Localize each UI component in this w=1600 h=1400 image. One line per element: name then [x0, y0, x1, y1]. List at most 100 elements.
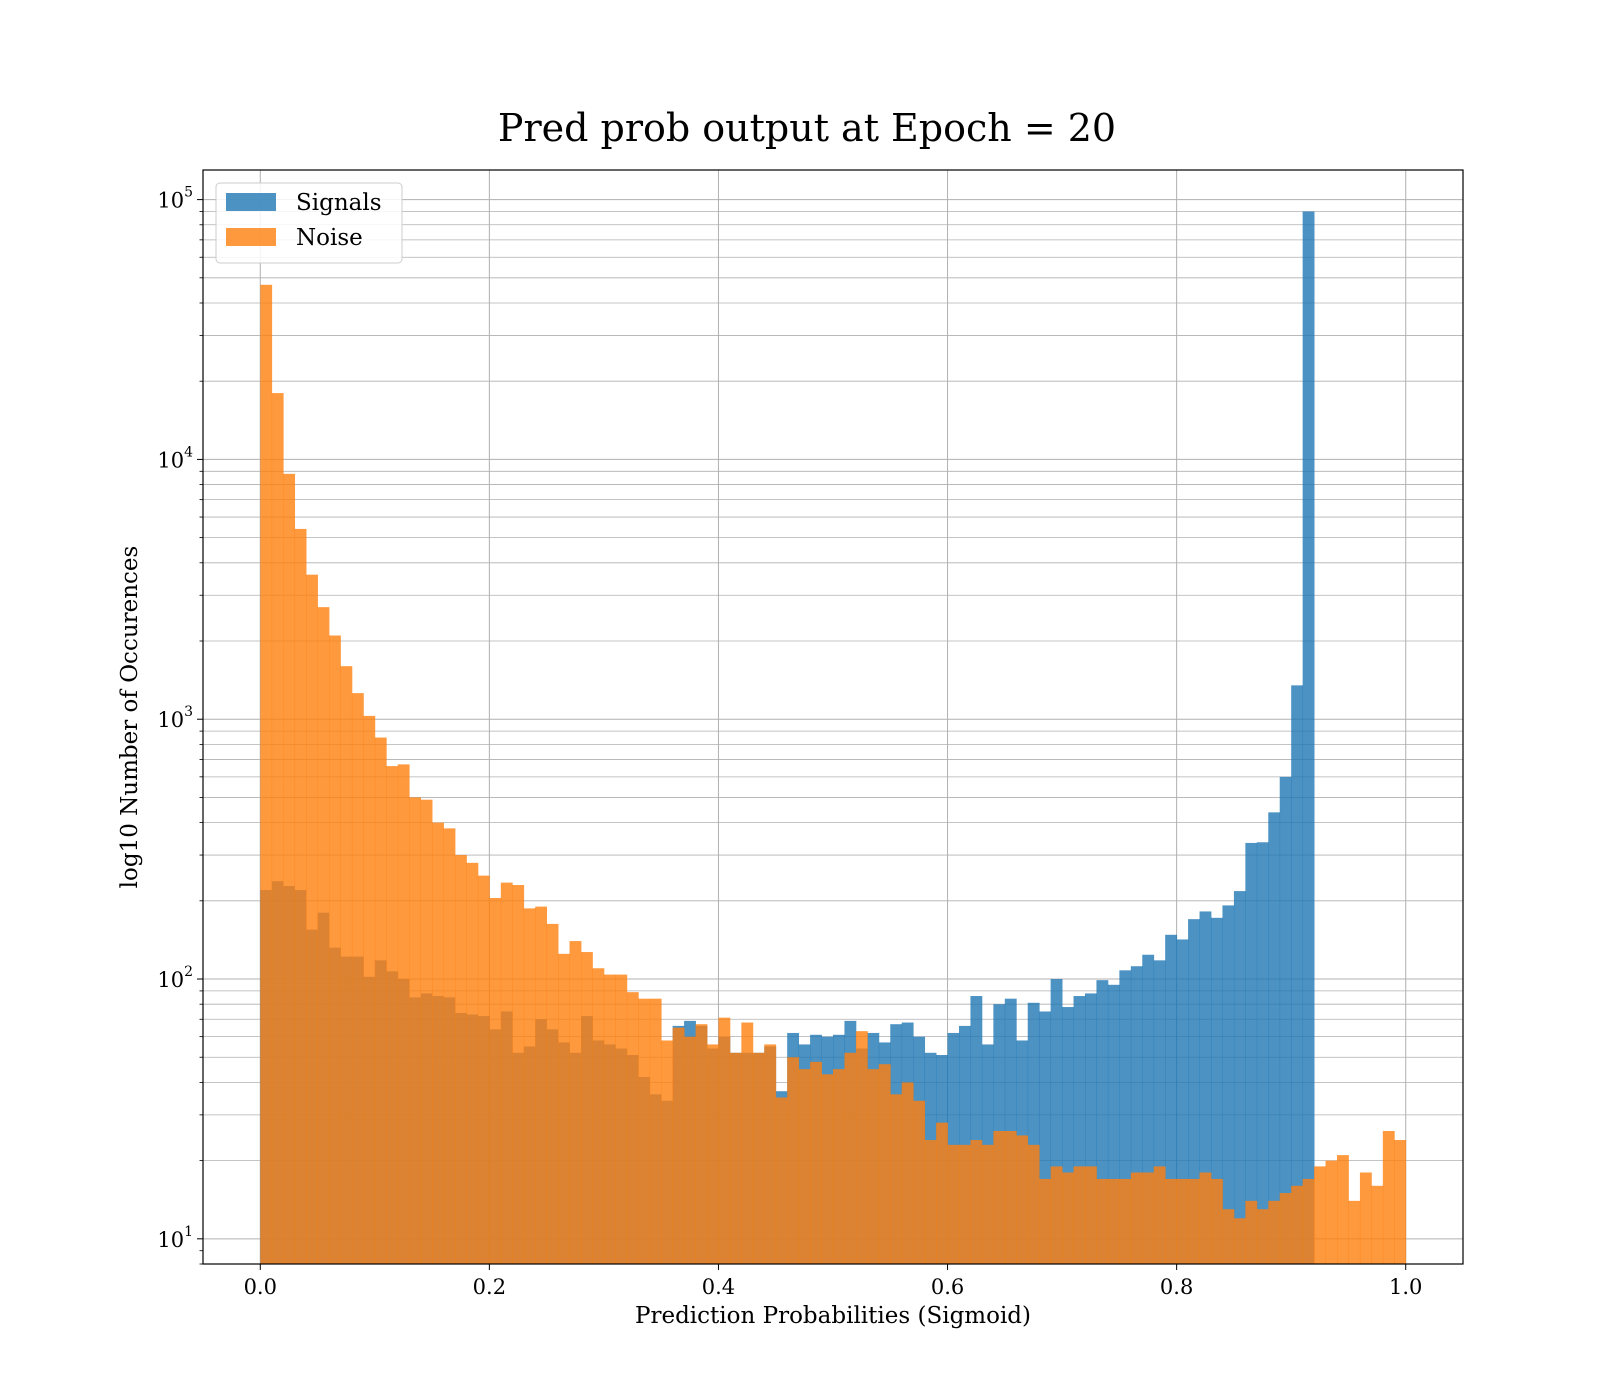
noise-bar [1050, 1166, 1063, 1264]
x-tick-label: 0.4 [702, 1275, 735, 1299]
noise-bar [672, 1027, 685, 1264]
noise-bar [775, 1097, 788, 1264]
noise-bar [741, 1022, 754, 1264]
noise-bar [1382, 1131, 1395, 1264]
noise-bar [924, 1140, 937, 1264]
noise-bar [855, 1031, 868, 1264]
noise-bar [890, 1094, 903, 1264]
noise-bar [1119, 1178, 1132, 1264]
noise-bar [810, 1061, 822, 1264]
noise-bar [959, 1144, 971, 1264]
noise-bar [626, 992, 639, 1264]
y-tick-label: 104 [157, 444, 193, 472]
noise-bar [752, 1052, 765, 1264]
noise-bar [1337, 1155, 1349, 1264]
noise-bar [1245, 1200, 1258, 1264]
noise-bar [306, 574, 318, 1264]
noise-bar [466, 862, 479, 1264]
noise-bar [592, 968, 605, 1264]
noise-bar [329, 635, 341, 1264]
x-axis-ticks: 0.0 0.2 0.4 0.6 0.8 1.0 [244, 1264, 1422, 1299]
y-tick-label: 101 [157, 1224, 193, 1252]
legend-label-noise: Noise [296, 225, 363, 251]
noise-bar [1142, 1172, 1155, 1264]
noise-bar [981, 1144, 994, 1264]
noise-bar [340, 666, 353, 1264]
noise-bar [1211, 1178, 1223, 1264]
y-axis-label: log10 Number of Occurences [117, 546, 143, 889]
y-tick-label: 103 [157, 704, 193, 732]
noise-bar [649, 998, 662, 1264]
x-tick-label: 0.8 [1160, 1275, 1193, 1299]
noise-bar [455, 855, 467, 1264]
noise-bar [443, 828, 456, 1264]
noise-bar [993, 1131, 1006, 1264]
noise-bar [1371, 1185, 1384, 1264]
noise-bar [581, 952, 593, 1264]
y-axis-ticks: 101 102 103 104 105 [157, 185, 203, 1265]
noise-bar [1394, 1140, 1407, 1264]
signals-bar [1142, 954, 1155, 1264]
noise-bar [1039, 1178, 1052, 1264]
noise-bar [477, 875, 490, 1264]
noise-bar [718, 1017, 731, 1264]
noise-bar [833, 1069, 845, 1264]
noise-bar [409, 797, 422, 1264]
noise-bar [1233, 1218, 1246, 1264]
signals-bar [1130, 966, 1143, 1264]
noise-bar [1027, 1144, 1040, 1264]
y-tick-label: 102 [157, 964, 193, 992]
noise-bar [1188, 1178, 1200, 1264]
signals-bar [1085, 993, 1097, 1264]
noise-bar [317, 607, 330, 1264]
noise-bar [1314, 1166, 1326, 1264]
legend-swatch-noise [226, 228, 276, 246]
noise-bar [294, 528, 307, 1264]
signals-bar [1096, 980, 1109, 1264]
noise-bar [1348, 1200, 1361, 1264]
signals-bar [1211, 917, 1223, 1264]
signals-bar [1302, 211, 1315, 1264]
signals-bar [1119, 970, 1132, 1264]
noise-bar [867, 1069, 880, 1264]
signals-bar [1222, 905, 1235, 1264]
signals-bar [1245, 842, 1258, 1264]
noise-bar [363, 715, 376, 1264]
noise-bar [707, 1044, 719, 1264]
signals-bar [1199, 911, 1212, 1264]
noise-bar [512, 885, 525, 1264]
noise-bar [535, 906, 548, 1264]
noise-bar [1004, 1131, 1017, 1264]
noise-bar [1199, 1172, 1212, 1264]
noise-bar [764, 1044, 777, 1264]
noise-bar [546, 923, 559, 1264]
x-tick-label: 0.0 [244, 1275, 277, 1299]
noise-bar [729, 1052, 742, 1264]
noise-bar [386, 766, 399, 1264]
noise-bar [936, 1122, 948, 1264]
signals-bar [1073, 996, 1086, 1264]
noise-bar [1279, 1193, 1292, 1264]
signals-bar [1062, 1007, 1074, 1264]
noise-bar [901, 1082, 914, 1264]
x-axis-label: Prediction Probabilities (Sigmoid) [635, 1303, 1031, 1329]
noise-bar [1153, 1166, 1166, 1264]
noise-bar [878, 1064, 891, 1264]
noise-bar [500, 882, 513, 1264]
legend-label-signals: Signals [296, 190, 382, 216]
noise-bar [558, 953, 570, 1264]
noise-bar [420, 799, 433, 1264]
noise-bar [1096, 1178, 1109, 1264]
signals-bar [1268, 812, 1281, 1264]
noise-bar [798, 1069, 811, 1264]
noise-bar [695, 1024, 708, 1264]
noise-bar [615, 974, 628, 1264]
signals-bar [970, 996, 983, 1264]
noise-series [260, 284, 1407, 1265]
noise-bar [260, 284, 273, 1264]
noise-bar [351, 693, 364, 1264]
x-tick-label: 0.6 [931, 1275, 964, 1299]
x-tick-label: 0.2 [473, 1275, 506, 1299]
noise-bar [1302, 1178, 1315, 1264]
noise-bar [1325, 1160, 1338, 1264]
